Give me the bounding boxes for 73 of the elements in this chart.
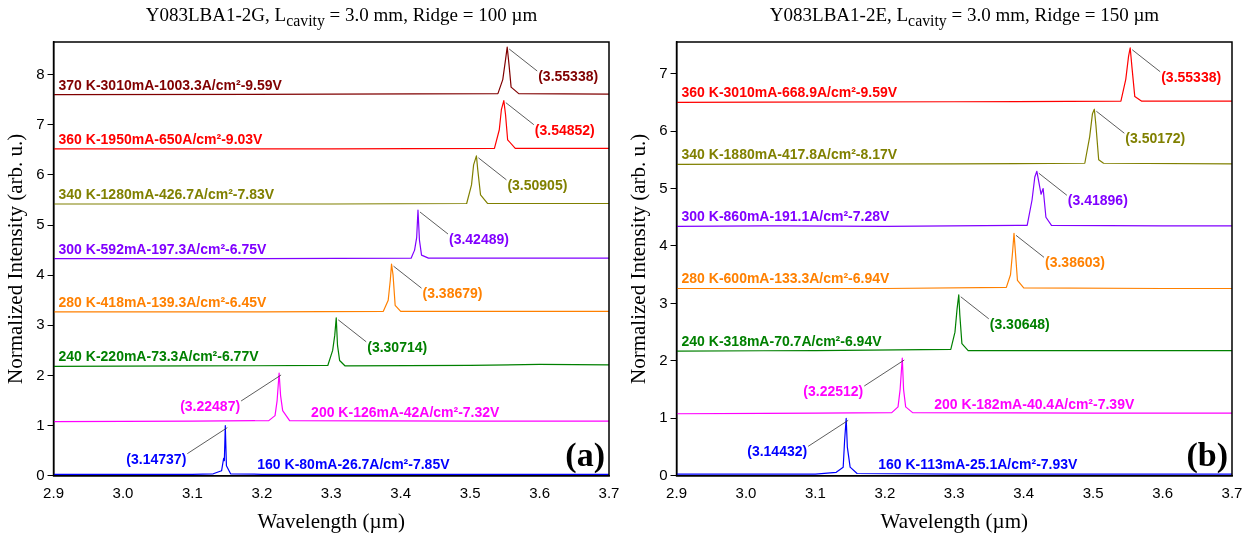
x-tick-label: 3.2 (874, 483, 896, 501)
series-label: 200 K-182mA-40.4A/cm²-7.39V (934, 395, 1135, 412)
series-label: 360 K-3010mA-668.9A/cm²-9.59V (681, 84, 898, 101)
y-tick-label: 7 (659, 63, 668, 81)
x-tick-label: 3.5 (1082, 483, 1104, 501)
y-tick-label: 0 (659, 465, 668, 483)
y-tick-label: 7 (36, 114, 45, 132)
y-tick-label: 4 (659, 236, 668, 254)
series-label: 360 K-1950mA-650A/cm²-9.03V (58, 130, 264, 147)
x-tick-label: 3.0 (112, 483, 134, 501)
annotation: (3.42489) (448, 231, 509, 247)
y-tick-label: 3 (659, 293, 668, 311)
x-axis-title: Wavelength (µm) (257, 508, 405, 533)
y-tick-label: 1 (36, 415, 45, 433)
y-tick-label: 3 (36, 315, 45, 333)
series-label: 240 K-318mA-70.7A/cm²-6.94V (681, 333, 883, 350)
annotation: (3.30648) (989, 315, 1050, 332)
annotation: (3.55338) (538, 68, 599, 85)
series-label: 340 K-1280mA-426.7A/cm²-7.83V (58, 185, 275, 202)
y-tick-label: 0 (36, 465, 45, 483)
y-tick-label: 5 (659, 178, 668, 196)
y-tick-label: 2 (36, 365, 45, 383)
series-label: 160 K-113mA-25.1A/cm²-7.93V (878, 456, 1079, 473)
annotation: (3.41896) (1067, 192, 1128, 209)
x-tick-label: 2.9 (43, 483, 64, 501)
x-tick-label: 3.7 (1221, 483, 1243, 501)
x-tick-label: 3.3 (943, 483, 965, 501)
y-tick-label: 2 (659, 351, 668, 369)
series-label: 370 K-3010mA-1003.3A/cm²-9.59V (58, 76, 283, 93)
annotation: (3.54852) (534, 121, 595, 138)
x-axis-title: Wavelength (µm) (880, 508, 1028, 533)
series-label: 300 K-592mA-197.3A/cm²-6.75V (58, 240, 267, 257)
chart-title: Y083LBA1-2G, L$_{cavity}$ = 3.0 mm, Ridge = 100 µm (144, 4, 539, 30)
y-tick-label: 4 (36, 265, 45, 283)
series-label: 280 K-418mA-139.3A/cm²-6.45V (58, 293, 267, 310)
y-axis-title: Normalized Intensity (arb. u.) (3, 133, 28, 384)
x-tick-label: 3.6 (1152, 483, 1173, 501)
annotation: (3.50905) (507, 176, 568, 193)
y-tick-label: 6 (659, 121, 668, 139)
x-tick-label: 3.2 (251, 483, 273, 501)
annotation: (a) (565, 435, 605, 474)
annotation: (3.38679) (422, 285, 483, 302)
annotation: (3.22512) (803, 383, 864, 400)
x-tick-label: 3.6 (529, 483, 550, 501)
x-tick-label: 2.9 (666, 483, 687, 501)
x-tick-label: 3.5 (459, 483, 481, 501)
series-label: 300 K-860mA-191.1A/cm²-7.28V (681, 208, 890, 225)
x-tick-label: 3.0 (735, 483, 757, 501)
annotation: (3.22487) (180, 397, 241, 414)
annotation: (3.14737) (126, 450, 187, 467)
series-label: 280 K-600mA-133.3A/cm²-6.94V (681, 270, 890, 287)
y-axis-title: Normalized Intensity (arb. u.) (626, 133, 651, 384)
series-label: 160 K-80mA-26.7A/cm²-7.85V (257, 456, 451, 473)
annotation: (3.14432) (747, 443, 808, 460)
x-tick-label: 3.4 (390, 483, 412, 501)
annotation: (3.38603) (1045, 254, 1105, 271)
annotation: (3.30714) (367, 338, 428, 355)
annotation: (3.50172) (1125, 130, 1186, 147)
y-tick-label: 8 (36, 64, 45, 82)
y-tick-label: 5 (36, 215, 45, 233)
series-label: 240 K-220mA-73.3A/cm²-6.77V (58, 348, 260, 365)
series-label: 340 K-1880mA-417.8A/cm²-8.17V (681, 146, 898, 163)
x-tick-label: 3.1 (804, 483, 826, 501)
series-label: 200 K-126mA-42A/cm²-7.32V (311, 403, 501, 420)
y-tick-label: 6 (36, 165, 45, 183)
y-tick-label: 1 (659, 408, 668, 426)
annotation: (b) (1186, 435, 1228, 474)
x-tick-label: 3.3 (320, 483, 342, 501)
x-tick-label: 3.1 (181, 483, 203, 501)
annotation: (3.55338) (1161, 68, 1222, 85)
chart-title: Y083LBA1-2E, L$_{cavity}$ = 3.0 mm, Ridge = 150 µm (768, 4, 1161, 30)
x-tick-label: 3.7 (598, 483, 620, 501)
x-tick-label: 3.4 (1013, 483, 1035, 501)
